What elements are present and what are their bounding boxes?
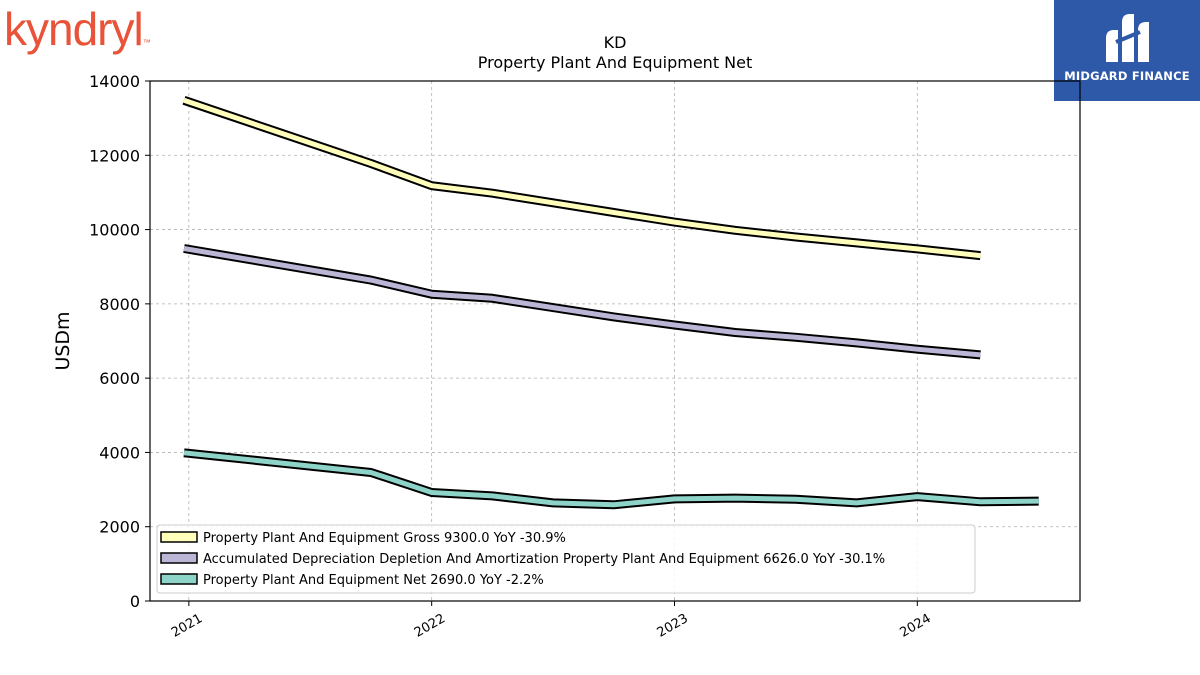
series-line-1	[182, 96, 981, 261]
kyndryl-logo: kyndryl™	[4, 2, 151, 56]
y-tick-label: 2000	[99, 518, 140, 537]
midgard-finance-logo-text: MIDGARD FINANCE	[1064, 69, 1190, 83]
y-tick-label: 14000	[89, 72, 140, 91]
series-stroke	[183, 97, 981, 259]
series-stroke	[183, 450, 1039, 508]
kyndryl-logo-text: kyndryl	[4, 3, 144, 55]
chart-subtitle: Property Plant And Equipment Net	[478, 53, 753, 72]
x-tick-label: 2024	[897, 611, 933, 641]
y-tick-label: 6000	[99, 369, 140, 388]
midgard-finance-logo: MIDGARD FINANCE	[1054, 0, 1200, 101]
legend-entry-2: Accumulated Depreciation Depletion And A…	[203, 552, 885, 567]
legend-box	[156, 524, 976, 594]
y-tick-label: 4000	[99, 443, 140, 462]
legend-entry-3: Property Plant And Equipment Net 2690.0 …	[203, 573, 544, 588]
series-outline	[183, 244, 981, 360]
legend-entry-1: Property Plant And Equipment Gross 9300.…	[203, 531, 566, 546]
series-outline	[182, 96, 981, 261]
legend-swatch	[160, 531, 198, 543]
legend-swatch	[160, 573, 198, 585]
series-lines	[182, 96, 1039, 510]
kyndryl-logo-tm: ™	[142, 38, 151, 47]
y-tick-label: 0	[130, 592, 140, 611]
y-tick-label: 12000	[89, 146, 140, 165]
legend: Property Plant And Equipment Gross 9300.…	[156, 524, 976, 594]
y-axis-label: USDm	[52, 311, 74, 370]
plot-frame	[149, 80, 1081, 602]
x-tick-label: 2023	[655, 611, 691, 641]
series-line-2	[183, 244, 981, 360]
chart-title: KD	[604, 33, 627, 52]
legend-swatch	[160, 552, 198, 564]
x-tick-label: 2021	[169, 611, 205, 641]
series-stroke	[183, 246, 981, 358]
x-tick-label: 2022	[412, 611, 448, 641]
y-tick-label: 10000	[89, 221, 140, 240]
y-tick-label: 8000	[99, 295, 140, 314]
grid-lines	[150, 81, 1080, 601]
midgard-m-icon	[1106, 14, 1149, 62]
series-line-3	[183, 448, 1039, 510]
